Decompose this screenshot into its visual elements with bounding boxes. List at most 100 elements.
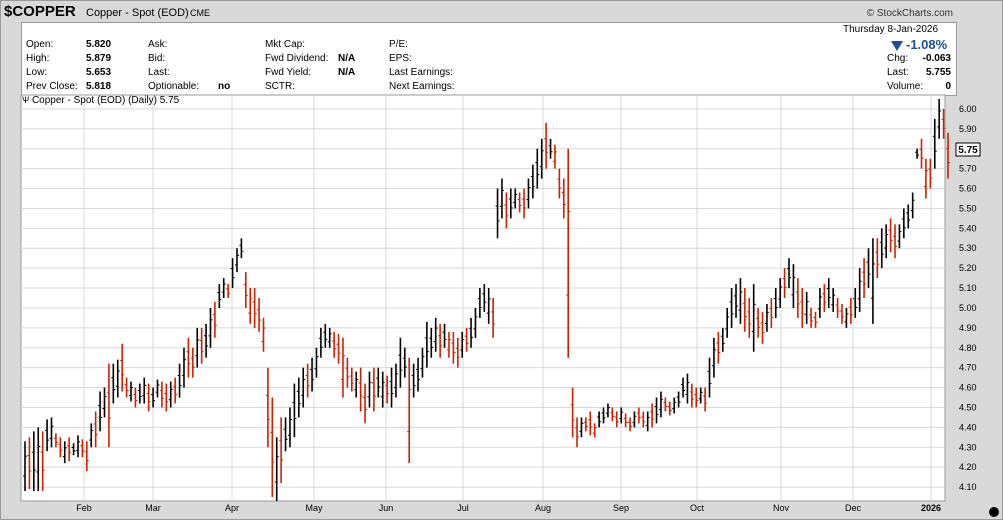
y-tick-label: 5.60: [959, 184, 977, 194]
ohlc-bar: [548, 138, 553, 159]
ohlc-bar: [681, 377, 686, 398]
ohlc-bar: [923, 158, 928, 199]
ohlc-bar: [252, 288, 257, 328]
copyright-text[interactable]: © StockCharts.com: [866, 8, 953, 19]
ohlc-bar: [230, 258, 235, 289]
y-tick-label: 4.30: [959, 442, 977, 452]
optionable-label: Optionable:: [148, 81, 200, 92]
ohlc-bars: [23, 98, 950, 501]
ohlc-bar: [650, 403, 655, 428]
ohlc-bar: [795, 278, 800, 318]
ohlc-bar: [495, 188, 500, 239]
y-tick-label: 4.60: [959, 383, 977, 393]
ohlc-bar: [698, 387, 703, 404]
x-axis: Feb Mar Apr May Jun Jul Aug Sep Oct Nov Dec 2026: [76, 503, 941, 513]
eps-label: EPS:: [389, 53, 412, 64]
ohlc-bar: [875, 238, 880, 279]
exchange-label: CME: [190, 8, 210, 18]
ohlc-bar: [49, 417, 54, 448]
last-price-label: Last:: [887, 67, 909, 78]
ohlc-bar: [888, 218, 893, 253]
ohlc-bar: [937, 98, 942, 139]
prev-close-value: 5.818: [86, 81, 112, 92]
ohlc-bar: [380, 371, 385, 408]
ohlc-bar: [601, 407, 606, 424]
ohlc-bar: [658, 391, 663, 418]
ohlc-bar: [292, 383, 297, 438]
ohlc-bar: [173, 377, 178, 404]
ohlc-bar: [941, 108, 946, 139]
ohlc-bar: [583, 417, 588, 432]
ohlc-bar: [641, 411, 646, 428]
ohlc-bar: [208, 307, 213, 348]
prev-close-label: Prev Close:: [26, 81, 78, 92]
sctr-label: SCTR:: [265, 81, 295, 92]
ohlc-bar: [689, 383, 694, 408]
ohlc-bar: [782, 268, 787, 298]
ohlc-bar: [557, 168, 562, 199]
ohlc-bar: [751, 284, 756, 352]
ohlc-bar: [716, 331, 721, 364]
last-earnings-label: Last Earnings:: [389, 67, 453, 78]
x-tick-label: Jun: [379, 503, 394, 513]
y-tick-label: 4.70: [959, 363, 977, 373]
ohlc-bar: [725, 307, 730, 338]
ohlc-bar: [619, 407, 624, 424]
chart-legend: Ѱ Copper - Spot (EOD) (Daily) 5.75: [22, 95, 179, 106]
ohlc-bar: [491, 298, 496, 338]
ohlc-bar: [804, 292, 809, 324]
x-tick-label: Mar: [145, 503, 161, 513]
ohlc-bar: [464, 327, 469, 352]
ohlc-bar: [561, 178, 566, 219]
down-triangle-icon: [891, 41, 903, 51]
ohlc-bar: [407, 357, 412, 464]
ohlc-bar: [106, 363, 111, 448]
open-value: 5.820: [86, 39, 112, 50]
chg-value: -0.063: [922, 53, 951, 64]
ohlc-bar: [336, 333, 341, 364]
ohlc-bar: [93, 411, 98, 448]
ohlc-bar: [190, 347, 195, 378]
low-label: Low:: [26, 67, 48, 78]
ohlc-bar: [544, 122, 549, 169]
ohlc-bar: [310, 357, 315, 392]
ohlc-bar: [142, 377, 147, 404]
ohlc-bar: [508, 188, 513, 219]
x-tick-label: Sep: [613, 503, 629, 513]
ohlc-bar: [477, 288, 482, 318]
next-earnings-label: Next Earnings:: [389, 81, 455, 92]
ohlc-bar: [128, 381, 133, 402]
ohlc-bar: [575, 417, 580, 448]
ohlc-bar: [760, 311, 765, 344]
y-tick-label: 5.10: [959, 283, 977, 293]
ohlc-bar: [703, 387, 708, 412]
ohlc-bar: [354, 371, 359, 398]
ohlc-bar: [614, 411, 619, 428]
ohlc-bar: [720, 327, 725, 352]
ohlc-bar: [800, 288, 805, 328]
ohlc-bar: [155, 379, 160, 398]
ohlc-bar: [53, 433, 58, 448]
ohlc-bar: [181, 347, 186, 388]
ohlc-bar: [287, 407, 292, 448]
x-tick-label: Aug: [535, 503, 551, 513]
ohlc-bar: [844, 307, 849, 328]
ohlc-bar: [813, 311, 818, 328]
ohlc-bar: [817, 288, 822, 318]
instrument-name: Copper - Spot (EOD): [86, 7, 189, 19]
ohlc-bar: [371, 367, 376, 412]
quote-panel: Open: 5.820 High: 5.879 Low: 5.653 Prev …: [21, 22, 957, 96]
ohlc-bar: [314, 347, 319, 378]
ohlc-bar: [915, 148, 920, 159]
scroll-handle-icon[interactable]: [989, 507, 999, 517]
ohlc-bar: [151, 387, 156, 408]
ohlc-bar: [469, 317, 474, 348]
ohlc-bar: [862, 258, 867, 298]
ohlc-bar: [416, 357, 421, 392]
ohlc-bar: [402, 347, 407, 378]
ohlc-bar: [195, 327, 200, 368]
ohlc-bar: [327, 327, 332, 348]
x-tick-label: Nov: [773, 503, 790, 513]
title-bar: $COPPER Copper - Spot (EOD) CME © StockC…: [0, 0, 1001, 22]
